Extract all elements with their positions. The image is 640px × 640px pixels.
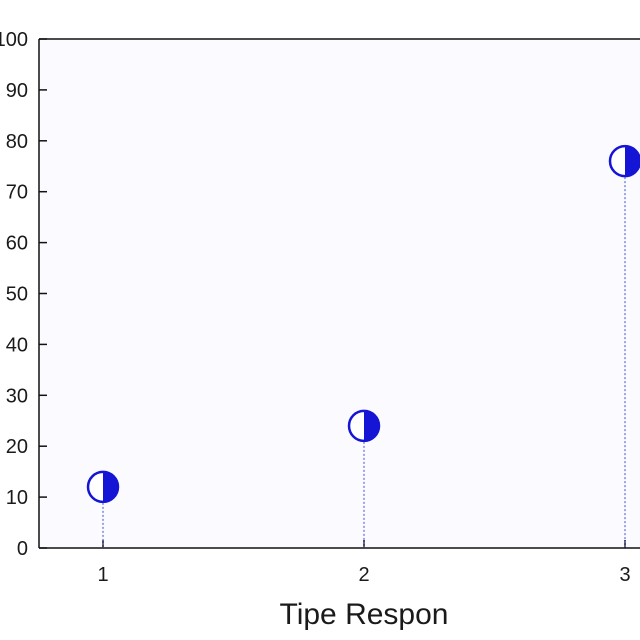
y-tick-label: 30	[6, 385, 28, 407]
y-tick-label: 100	[0, 29, 28, 51]
y-tick-label: 70	[6, 182, 28, 204]
y-tick-label: 0	[17, 538, 28, 560]
plot-background	[39, 39, 640, 548]
x-tick-label: 3	[619, 564, 630, 586]
data-point	[608, 144, 640, 178]
marker-fill	[625, 146, 640, 177]
y-tick-label: 90	[6, 80, 28, 102]
y-tick-label: 80	[6, 131, 28, 153]
y-tick-label: 20	[6, 436, 28, 458]
stem-lines	[102, 161, 626, 548]
marker-fill	[103, 471, 118, 502]
x-tick-label: 2	[358, 564, 369, 586]
x-tick-label: 1	[97, 564, 108, 586]
data-point	[86, 470, 120, 504]
y-axis-ticks: 0 10 20 30 40 50 60 70 80 90 100	[0, 29, 47, 560]
data-point	[347, 409, 381, 443]
x-axis-title: Tipe Respon	[280, 598, 449, 631]
y-tick-label: 50	[6, 284, 28, 306]
y-tick-label: 60	[6, 233, 28, 255]
y-tick-label: 40	[6, 334, 28, 356]
y-tick-label: 10	[6, 487, 28, 509]
marker-fill	[364, 410, 380, 441]
data-markers	[86, 144, 640, 504]
